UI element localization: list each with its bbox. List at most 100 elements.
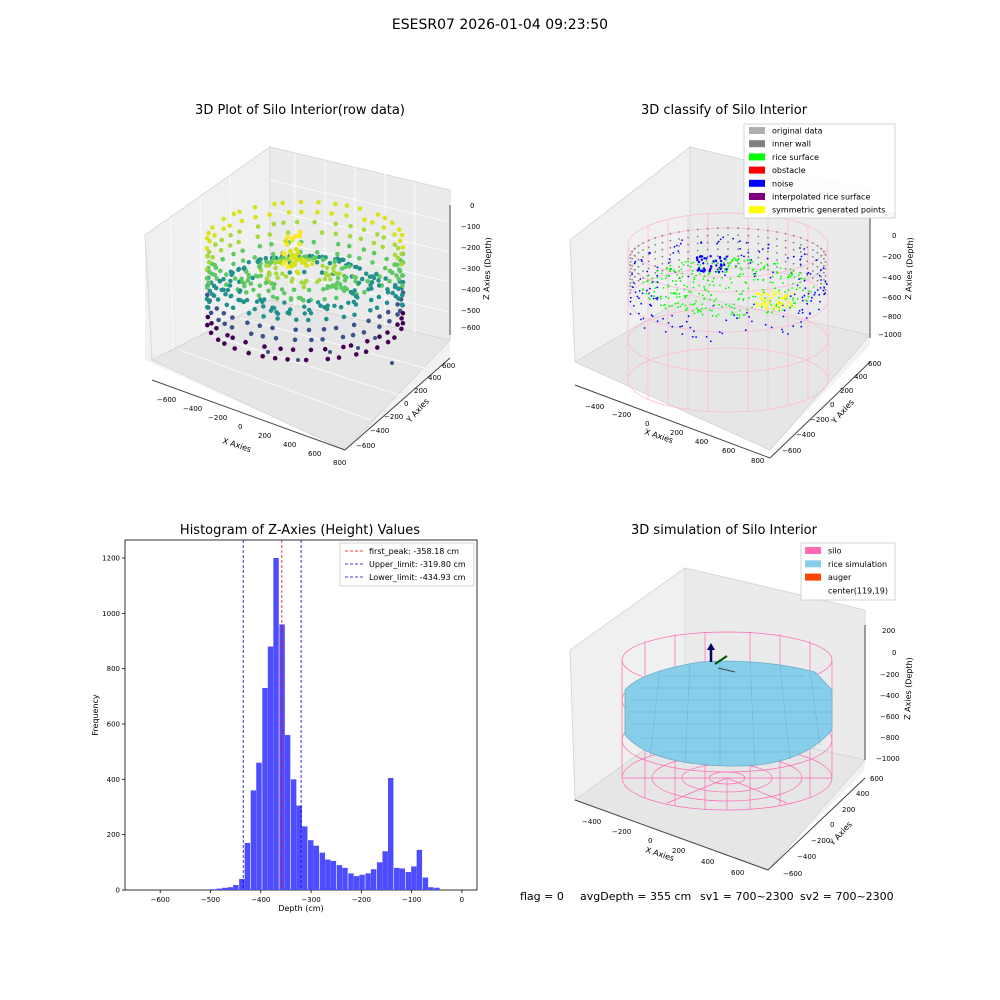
- plot2-point-603: [695, 274, 697, 277]
- plot2-point-417: [715, 315, 718, 318]
- plot2-point-124: [637, 272, 640, 275]
- plot2-point-509: [674, 291, 676, 294]
- plot2-point-520: [721, 277, 723, 279]
- histogram-y-ticks: 0 200 400 600 800 1000 1200: [102, 554, 125, 895]
- plot2-point-401: [687, 260, 689, 263]
- plot2-point-309: [810, 300, 812, 302]
- plot1-point-474: [228, 294, 233, 299]
- plot1-point-249: [211, 283, 217, 289]
- plot2-point-304: [679, 242, 682, 245]
- plot2-point-27: [820, 247, 823, 250]
- plot1-point-530: [292, 254, 298, 260]
- plot1-point-193: [387, 319, 392, 324]
- plot2-point-708: [696, 269, 699, 272]
- plot2-point-133: [706, 255, 709, 258]
- plot1-point-159: [333, 325, 339, 331]
- histogram-bar-10: [267, 646, 274, 890]
- plot1-point-540: [289, 252, 294, 258]
- plot1-point-287: [211, 293, 217, 299]
- plot1-point-177: [257, 244, 263, 249]
- plot2-point-395: [678, 292, 681, 295]
- plot2-point-116: [816, 265, 819, 268]
- plot2-point-454: [673, 270, 676, 273]
- plot2-point-426: [789, 307, 792, 309]
- plot2-point-386: [779, 267, 782, 269]
- plot2-point-377: [737, 298, 740, 301]
- plot2-point-677: [711, 262, 714, 265]
- plot2-point-526: [699, 272, 702, 275]
- plot2-point-333: [807, 272, 810, 274]
- plot1-x-tick-5: 400: [283, 441, 296, 449]
- plot2-point-311: [733, 314, 735, 317]
- plot2-point-211: [732, 237, 735, 240]
- plot1-point-494: [266, 263, 271, 268]
- plot1-point-355: [351, 274, 356, 279]
- plot2-point-33: [633, 254, 636, 257]
- plot1-point-482: [263, 256, 268, 261]
- plot2-point-541: [730, 281, 733, 284]
- plot1-point-222: [357, 256, 362, 261]
- plot1-point-157: [366, 318, 371, 324]
- plot2-point-470: [784, 291, 786, 293]
- plot2-point-141: [784, 260, 787, 263]
- plot4-x-tick-2: 0: [648, 837, 652, 845]
- plot1-x-tick-3: 0: [238, 423, 242, 431]
- plot2-point-770: [756, 302, 759, 306]
- plot1-point-537: [298, 229, 303, 235]
- plot2-point-203: [629, 300, 632, 303]
- plot2-point-777: [761, 297, 764, 300]
- histogram-bar-29: [376, 862, 383, 890]
- plot2-point-59: [824, 261, 827, 263]
- plot2-point-515: [698, 284, 700, 287]
- plot2-point-92: [631, 271, 633, 274]
- plot2-point-217: [819, 269, 822, 272]
- plot2-point-591: [690, 291, 692, 293]
- plot2-point-549: [775, 305, 778, 307]
- plot1-point-184: [361, 247, 367, 252]
- plot1-x-tick-2: −200: [208, 414, 227, 422]
- plot2-point-77: [747, 241, 750, 244]
- plot1-point-396: [228, 278, 233, 284]
- plot2-point-262: [721, 332, 724, 335]
- plot2-point-239: [814, 291, 816, 294]
- plot2-point-36: [647, 246, 650, 249]
- plot1-point-272: [354, 352, 359, 357]
- plot2-point-754: [789, 301, 792, 304]
- plot2-point-261: [655, 297, 657, 300]
- histogram-bar-3: [227, 887, 234, 890]
- plot4-z-tick-0: 200: [882, 627, 895, 635]
- plot2-point-345: [767, 243, 770, 246]
- plot2-point-569: [656, 269, 658, 272]
- plot2-point-106: [737, 248, 740, 251]
- plot2-point-66: [647, 253, 650, 256]
- plot1-point-33: [375, 212, 381, 217]
- plot2-point-501: [654, 287, 657, 289]
- plot2-point-766: [778, 292, 781, 295]
- plot2-point-99: [669, 253, 672, 256]
- plot1-point-286: [207, 299, 212, 305]
- plot2-point-367: [734, 266, 737, 268]
- plot2-point-755: [765, 305, 768, 308]
- plot2-point-759: [790, 303, 793, 306]
- plot1-x-tick-4: 200: [258, 432, 271, 440]
- plot1-point-103: [281, 220, 286, 226]
- plot2-point-323: [739, 240, 741, 243]
- plot2-point-355: [640, 302, 643, 305]
- plot1-point-8: [321, 287, 326, 292]
- plot2-point-776: [761, 292, 765, 296]
- plot2-point-561: [759, 268, 762, 271]
- plot1-point-457: [315, 300, 321, 305]
- plot2-point-352: [641, 292, 644, 295]
- histogram-bar-34: [405, 872, 412, 890]
- plot2-point-760: [782, 297, 785, 300]
- plot1-point-221: [347, 253, 352, 259]
- plot1-point-19: [204, 235, 210, 241]
- histogram-y-tick-2: 400: [107, 776, 120, 784]
- plot2-point-469: [667, 284, 669, 286]
- plot2-point-191: [656, 266, 659, 269]
- plot1-point-150: [395, 255, 401, 261]
- plot1-point-108: [361, 227, 367, 232]
- plot1-point-198: [320, 337, 325, 342]
- plot2-point-465: [702, 294, 704, 297]
- plot2-point-714: [703, 257, 706, 260]
